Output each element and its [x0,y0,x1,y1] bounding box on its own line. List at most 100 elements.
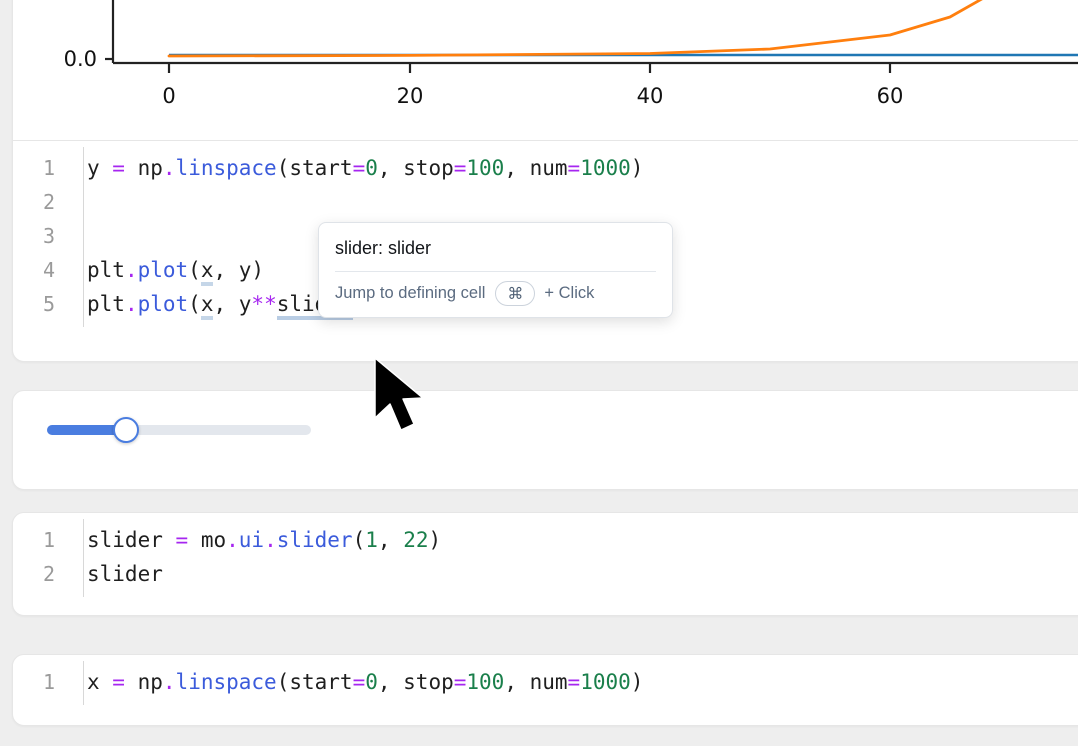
x-tick-label-40: 40 [637,84,664,108]
code-token: , stop [377,670,454,694]
code-token: . [226,528,239,552]
code-content[interactable]: slider [69,557,163,591]
code-token: ) [428,528,442,552]
code-token: slider [87,528,176,552]
code-content[interactable] [69,219,87,253]
code-token: ) [630,156,644,180]
variable-tooltip: slider: slider Jump to defining cell ⌘ +… [318,222,673,318]
code-token: plot [137,292,189,316]
tooltip-footer: Jump to defining cell ⌘ + Click [335,281,656,306]
code-token: 22 [403,528,429,552]
code-token: ** [251,292,277,316]
code-token: np [124,670,163,694]
code-token-reference[interactable]: x [200,292,214,320]
command-key-badge: ⌘ [495,281,536,306]
code-token: = [112,156,125,180]
code-lines-slider: 1 slider = mo.ui.slider(1, 22) 2 slider [13,523,1078,591]
code-token: linspace [175,156,277,180]
code-token: = [567,156,581,180]
cell-output-slider [13,391,1078,443]
line-number: 1 [42,156,55,180]
code-token: ui [238,528,265,552]
code-line[interactable]: 1 slider = mo.ui.slider(1, 22) [13,523,1078,557]
code-token: plt [87,258,125,282]
gutter-divider [83,519,84,597]
code-token: mo [188,528,227,552]
code-token: 100 [466,670,505,694]
slider-input[interactable] [47,417,311,443]
code-token: (start [276,670,353,694]
code-token: ( [352,528,366,552]
code-token: x [87,670,113,694]
code-content[interactable]: plt.plot(x, y) [69,253,264,287]
tooltip-hint-text: Jump to defining cell [335,284,486,302]
code-token: 100 [466,156,505,180]
line-number: 2 [42,562,55,586]
code-token: slider [87,562,163,586]
code-token: , stop [377,156,454,180]
x-tick-label-0: 0 [162,84,175,108]
line-number: 4 [42,258,55,282]
code-token: slider [276,528,353,552]
code-content[interactable]: y = np.linspace(start=0, stop=100, num=1… [69,151,643,185]
code-token: , y) [213,258,265,282]
tooltip-plus-click: + Click [544,284,595,302]
code-token: . [124,292,138,316]
code-token: linspace [175,670,277,694]
code-token: 0 [365,156,378,180]
code-token: . [162,670,176,694]
code-token: = [352,156,366,180]
code-token: , [377,528,404,552]
line-number: 2 [42,190,55,214]
code-token: = [567,670,581,694]
x-tick-label-20: 20 [397,84,424,108]
code-line[interactable]: 3 [13,219,1078,253]
notebook-cell-slider-output[interactable] [12,390,1078,490]
tooltip-title: slider: slider [335,238,432,258]
plot-svg: 0.0 0 20 40 60 [64,0,1078,108]
code-content[interactable]: slider = mo.ui.slider(1, 22) [69,523,441,557]
code-token: = [453,156,467,180]
gutter-divider [83,661,84,705]
line-number: 3 [42,224,55,248]
code-token: . [124,258,138,282]
code-token: , y [213,292,252,316]
plot-series-orange [167,0,983,58]
code-token: ( [188,258,201,282]
x-tick-label-60: 60 [877,84,904,108]
slider-fill-track [47,425,127,435]
code-line[interactable]: 1 y = np.linspace(start=0, stop=100, num=… [13,151,1078,185]
code-token: y [87,156,113,180]
notebook-cell-slider-code[interactable]: 1 slider = mo.ui.slider(1, 22) 2 slider [12,512,1078,616]
code-token: 1000 [580,670,631,694]
code-editor-slider-cell[interactable]: 1 slider = mo.ui.slider(1, 22) 2 slider [13,513,1078,603]
code-token: ( [188,292,201,316]
code-token: = [175,528,189,552]
code-token: ) [630,670,644,694]
tooltip-divider [335,271,656,272]
y-tick-label-0: 0.0 [64,47,97,71]
gutter-divider [83,147,84,327]
code-token: plot [137,258,189,282]
code-line[interactable]: 2 slider [13,557,1078,591]
line-number: 1 [42,670,55,694]
code-token: 1 [365,528,378,552]
code-token-reference[interactable]: x [200,258,214,286]
code-token: plt [87,292,125,316]
code-token: 1000 [580,156,631,180]
code-token: np [124,156,163,180]
code-content[interactable] [69,185,87,219]
code-line[interactable]: 4 plt.plot(x, y) [13,253,1078,287]
slider-thumb-handle[interactable] [113,417,140,443]
code-content[interactable]: x = np.linspace(start=0, stop=100, num=1… [69,665,643,699]
code-token: (start [276,156,353,180]
matplotlib-figure: 0.0 0 20 40 60 [13,0,1078,140]
cell-output-plot: 0.0 0 20 40 60 [13,0,1078,141]
code-line[interactable]: 2 [13,185,1078,219]
line-number: 5 [42,292,55,316]
